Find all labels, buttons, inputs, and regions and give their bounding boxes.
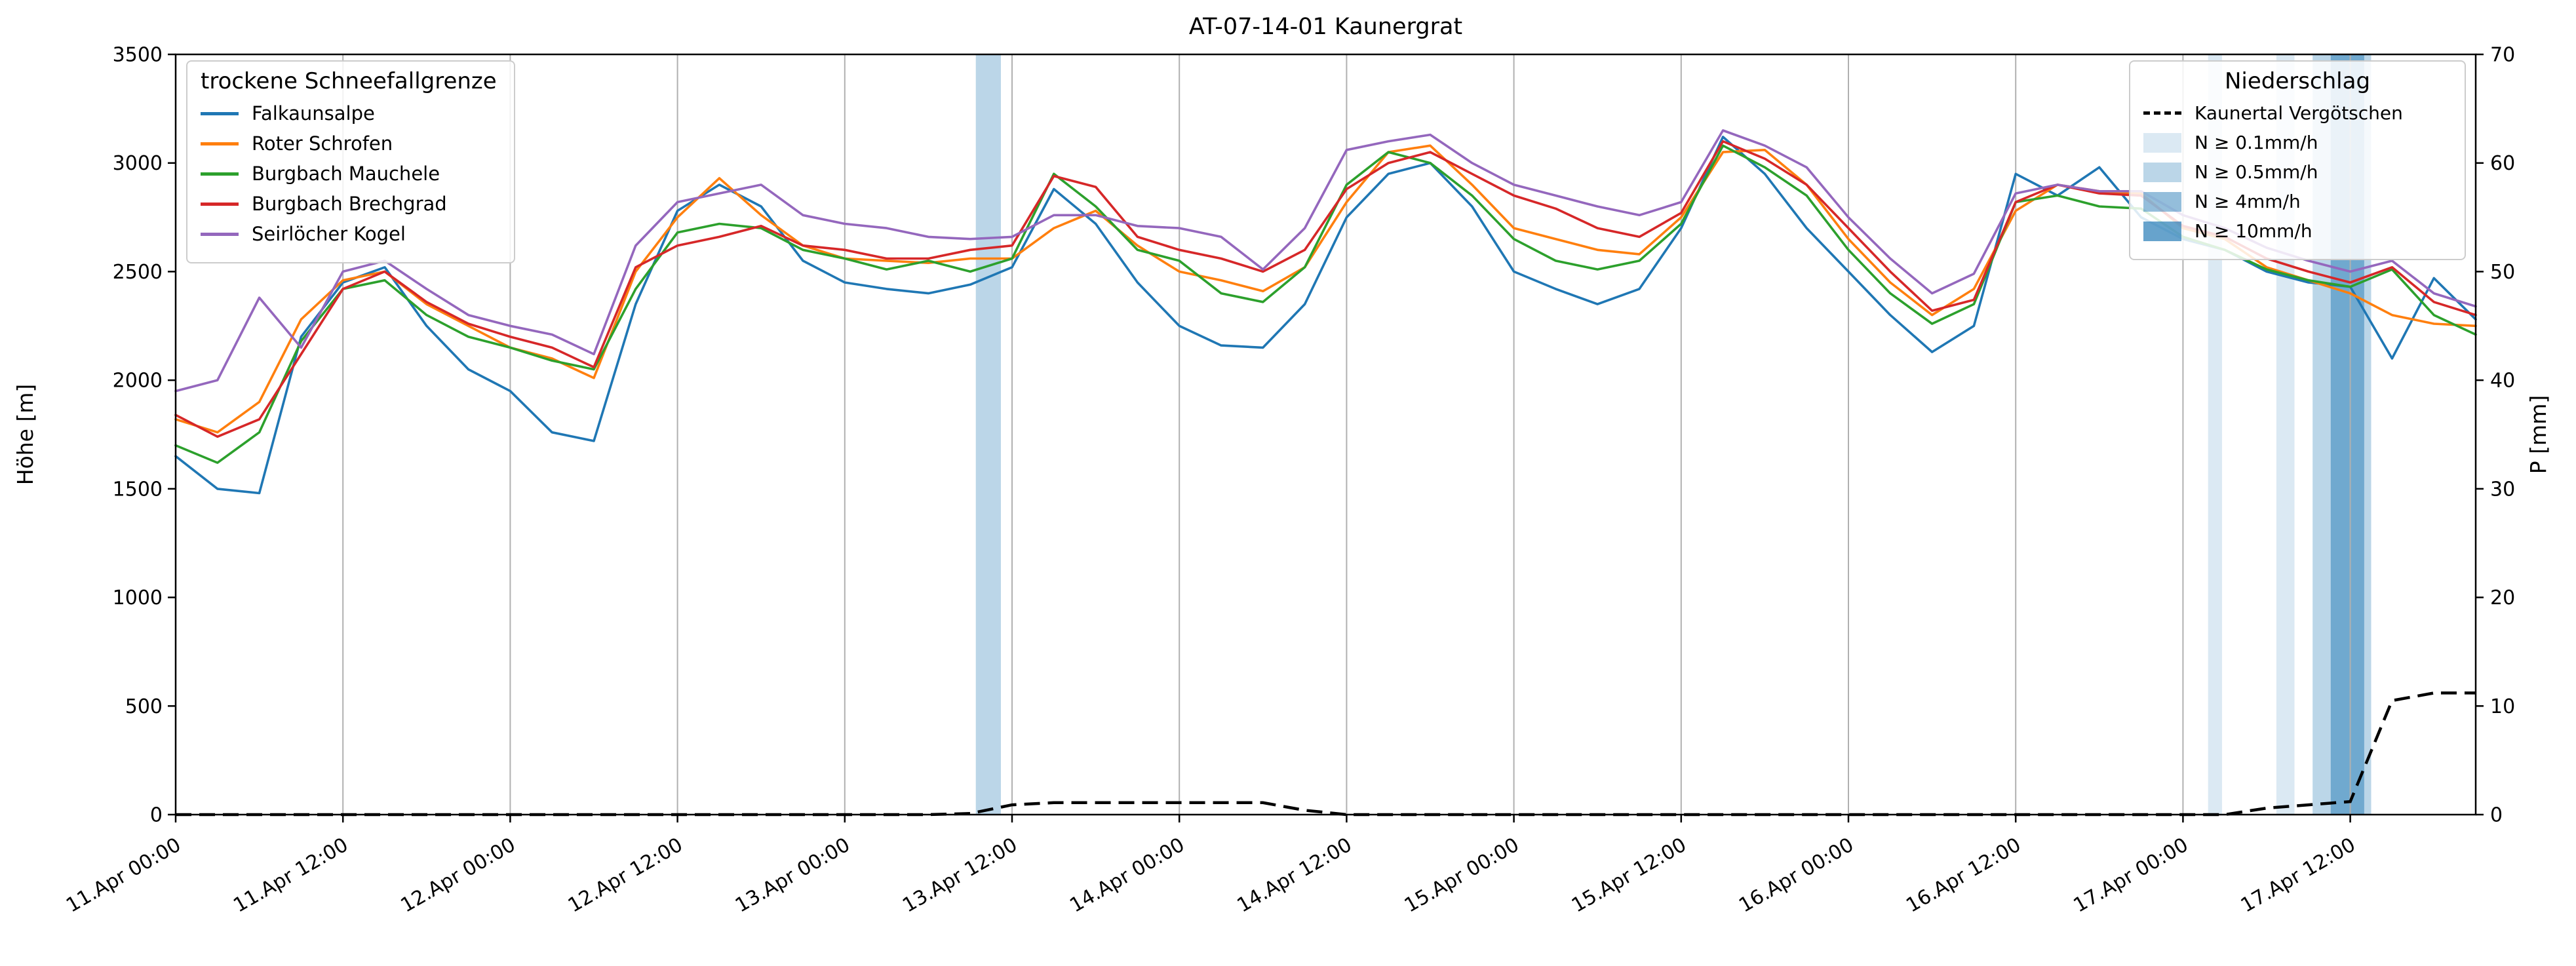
y-right-tick-label: 20 [2490, 587, 2515, 609]
series-line-seirl-cher-kogel [174, 129, 2477, 393]
legend-item-label: N ≥ 0.1mm/h [2195, 132, 2318, 153]
series-line-burgbach-mauchele [174, 144, 2477, 464]
series-line-burgbach-brechgrad [174, 140, 2477, 438]
x-tick-label: 14.Apr 12:00 [1233, 834, 1356, 918]
y-left-tick-label: 3500 [113, 44, 163, 67]
y-right-axis-label: P [mm] [2526, 395, 2551, 474]
legend-item-label: Seirlöcher Kogel [252, 223, 406, 245]
x-tick-label: 17.Apr 00:00 [2069, 834, 2192, 918]
x-tick-label: 13.Apr 12:00 [899, 834, 1021, 918]
y-left-tick-label: 500 [125, 695, 163, 718]
legend-item-label: N ≥ 0.5mm/h [2195, 161, 2318, 183]
series-line-falkaunsalpe [174, 136, 2477, 495]
legend-item-seirl-cher-kogel: Seirlöcher Kogel [201, 223, 497, 245]
y-left-tick-label: 2000 [113, 370, 163, 393]
y-left-tick-label: 1000 [113, 587, 163, 609]
legend-item-label: Falkaunsalpe [252, 102, 375, 125]
legend-item-label: N ≥ 4mm/h [2195, 191, 2301, 212]
legend-item-intensity-3: N ≥ 10mm/h [2143, 220, 2451, 242]
x-tick-label: 16.Apr 00:00 [1735, 834, 1858, 918]
x-tick-label: 14.Apr 00:00 [1066, 834, 1188, 918]
legend-precip: Niederschlag Kaunertal Vergötschen N ≥ 0.… [2129, 60, 2466, 260]
x-tick-label: 12.Apr 12:00 [564, 834, 687, 918]
y-right-tick-label: 70 [2490, 44, 2515, 67]
y-left-tick-label: 1500 [113, 478, 163, 501]
legend-precip-title: Niederschlag [2224, 68, 2371, 94]
legend-item-falkaunsalpe: Falkaunsalpe [201, 102, 497, 125]
legend-item-roter-schrofen: Roter Schrofen [201, 132, 497, 155]
y-left-tick-label: 2500 [113, 261, 163, 284]
patch-swatch-icon [2143, 221, 2181, 241]
legend-snowline: trockene Schneefallgrenze Falkaunsalpe Ro… [186, 60, 515, 263]
precip-line [176, 691, 2476, 817]
legend-item-intensity-0: N ≥ 0.1mm/h [2143, 132, 2451, 153]
precip-band [975, 54, 1001, 815]
x-tick-label: 15.Apr 12:00 [1568, 834, 1690, 918]
y-left-tick-label: 3000 [113, 152, 163, 175]
legend-snowline-items: Falkaunsalpe Roter Schrofen Burgbach Mauch… [201, 102, 497, 245]
x-tick-label: 15.Apr 00:00 [1401, 834, 1523, 918]
legend-item-burgbach-brechgrad: Burgbach Brechgrad [201, 193, 497, 215]
legend-item-label: N ≥ 10mm/h [2195, 220, 2313, 242]
patch-swatch-icon [2143, 132, 2181, 153]
legend-snowline-title: trockene Schneefallgrenze [201, 68, 497, 94]
y-right-tick-label: 0 [2490, 804, 2503, 827]
y-right-tick-label: 30 [2490, 478, 2515, 501]
line-swatch-icon [201, 111, 239, 115]
plot-border [174, 53, 2477, 816]
legend-item-label: Roter Schrofen [252, 132, 393, 155]
x-tick-label: 13.Apr 00:00 [732, 834, 854, 918]
legend-item-label: Kaunertal Vergötschen [2195, 102, 2403, 124]
chart-title: AT-07-14-01 Kaunergrat [1189, 14, 1462, 40]
y-left-axis-label: Höhe [m] [12, 384, 38, 486]
legend-item-burgbach-mauchele: Burgbach Mauchele [201, 163, 497, 185]
legend-item-precip-station: Kaunertal Vergötschen [2143, 102, 2451, 124]
legend-item-label: Burgbach Brechgrad [252, 193, 447, 215]
y-right-tick-label: 10 [2490, 695, 2515, 718]
y-right-tick-label: 50 [2490, 261, 2515, 284]
legend-item-intensity-2: N ≥ 4mm/h [2143, 191, 2451, 212]
y-left-tick-label: 0 [150, 804, 163, 827]
x-tick-label: 16.Apr 12:00 [1902, 834, 2025, 918]
x-tick-label: 12.Apr 00:00 [397, 834, 519, 918]
legend-item-intensity-1: N ≥ 0.5mm/h [2143, 161, 2451, 183]
line-swatch-icon [201, 202, 239, 206]
patch-swatch-icon [2143, 191, 2181, 212]
x-tick-label: 11.Apr 00:00 [62, 834, 185, 918]
dashed-line-swatch-icon [2143, 111, 2181, 115]
line-swatch-icon [201, 172, 239, 176]
patch-swatch-icon [2143, 162, 2181, 182]
legend-precip-items: Kaunertal Vergötschen N ≥ 0.1mm/h N ≥ 0.5m… [2143, 102, 2451, 242]
x-tick-label: 11.Apr 12:00 [229, 834, 352, 918]
line-swatch-icon [201, 232, 239, 236]
legend-item-label: Burgbach Mauchele [252, 163, 440, 185]
line-swatch-icon [201, 142, 239, 145]
x-tick-label: 17.Apr 12:00 [2237, 834, 2360, 918]
y-right-tick-label: 60 [2490, 152, 2515, 175]
y-right-tick-label: 40 [2490, 370, 2515, 393]
